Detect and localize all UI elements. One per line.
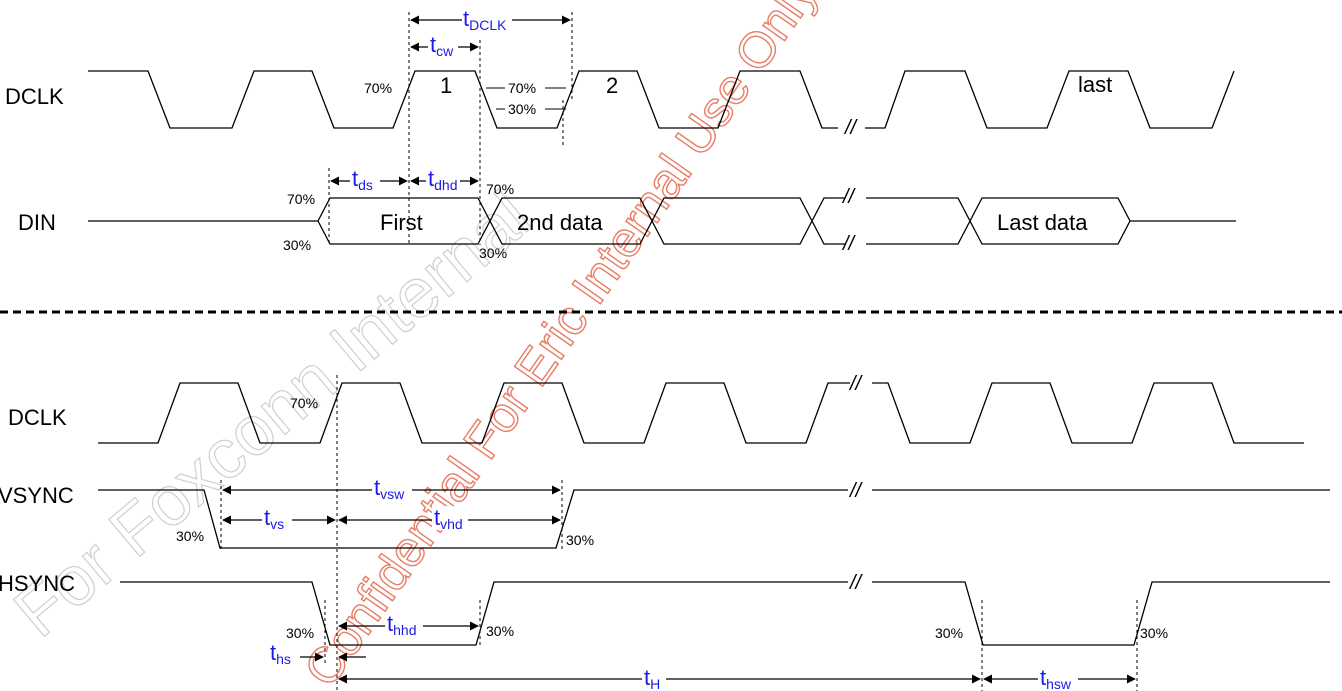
level-70-din-fall: 70%: [486, 181, 514, 197]
tdhd-label-bg: [426, 167, 460, 191]
param-tds: tds: [352, 166, 373, 193]
data-cell-last: Last data: [997, 210, 1088, 235]
param-tcw: tcw: [430, 32, 454, 59]
dclk-bottom-waveform-after-break: [872, 382, 1304, 444]
dclk-bottom-waveform: [98, 382, 850, 444]
level-70-din-rise: 70%: [287, 191, 315, 207]
level-70-dclk-fall: 70%: [508, 80, 536, 96]
level-30-hsync-rise-2: 30%: [1140, 625, 1168, 641]
th-label-bg: [642, 666, 666, 690]
thsw-label-bg: [1038, 666, 1078, 690]
param-tdhd: tdhd: [428, 166, 457, 193]
signal-label-dclk-top: DCLK: [5, 84, 64, 109]
param-tdclk: tDCLK: [463, 6, 507, 33]
param-thsw: thsw: [1040, 665, 1072, 691]
break-mark-hsync: //: [848, 572, 864, 594]
level-30-hsync-rise: 30%: [486, 623, 514, 639]
tcw-label-bg: [428, 33, 458, 57]
param-th: tH: [644, 665, 660, 691]
signal-label-din: DIN: [18, 210, 56, 235]
level-30-dclk-fall: 30%: [508, 101, 536, 117]
signal-label-vsync: VSYNC: [0, 483, 74, 508]
param-tvhd: tvhd: [434, 505, 463, 532]
level-70-dclk-bottom: 70%: [290, 395, 318, 411]
break-mark-dclk-top: //: [843, 117, 859, 139]
level-30-din-fall: 30%: [479, 245, 507, 261]
tvs-label-bg: [262, 506, 292, 530]
level-70-dclk-rise: 70%: [364, 80, 392, 96]
clock-label-1: 1: [440, 73, 452, 98]
signal-label-hsync: HSYNC: [0, 571, 75, 596]
watermark-secondary: For Foxconn Internal: [0, 177, 544, 652]
tdclk-label-bg: [462, 6, 512, 30]
tds-label-bg: [350, 167, 380, 191]
break-mark-din-upper: //: [841, 186, 857, 208]
hsync-waveform: [120, 581, 1330, 646]
break-mark-dclk-bottom: //: [848, 373, 864, 395]
level-30-hsync-fall: 30%: [286, 625, 314, 641]
watermark: Confidential For Eric Internal Use Only …: [0, 0, 996, 691]
param-thhd: thhd: [387, 611, 416, 638]
param-ths: ths: [270, 640, 291, 667]
dclk-top-waveform: [88, 70, 838, 129]
level-30-hsync-fall-2: 30%: [935, 625, 963, 641]
data-cell-first: First: [380, 210, 423, 235]
param-tvsw: tvsw: [374, 475, 405, 502]
tvhd-label-bg: [432, 506, 468, 530]
clock-label-2: 2: [606, 73, 618, 98]
tvsw-label-bg: [372, 476, 412, 500]
clock-label-last: last: [1078, 72, 1112, 97]
signal-label-dclk-bottom: DCLK: [8, 405, 67, 430]
break-mark-din-lower: //: [841, 233, 857, 255]
din-waveform: [88, 197, 1236, 245]
level-30-vsync-rise: 30%: [566, 532, 594, 548]
dclk-top-waveform-after-break: [865, 70, 1235, 129]
thhd-label-bg: [385, 612, 423, 636]
vsync-waveform: [98, 489, 1330, 549]
level-30-vsync-fall: 30%: [176, 528, 204, 544]
param-tvs: tvs: [264, 505, 284, 532]
break-mark-vsync: //: [848, 480, 864, 502]
data-cell-2nd: 2nd data: [517, 210, 603, 235]
level-30-din-rise: 30%: [283, 237, 311, 253]
